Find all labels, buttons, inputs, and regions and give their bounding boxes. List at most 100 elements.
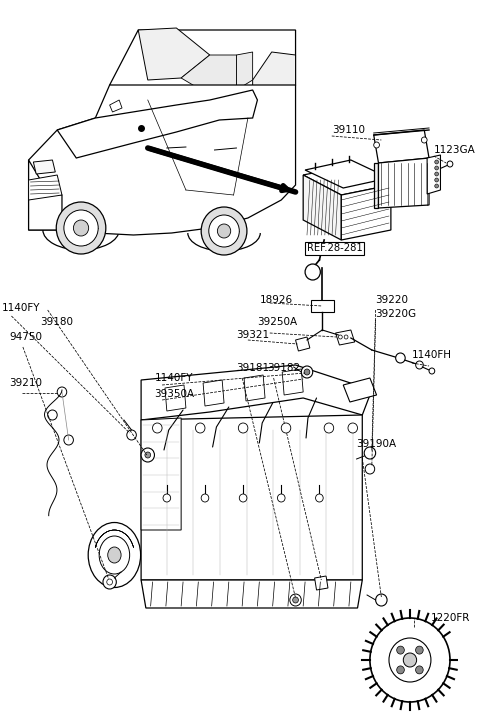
Circle shape bbox=[370, 618, 450, 702]
Circle shape bbox=[56, 202, 106, 254]
Circle shape bbox=[396, 646, 404, 654]
Ellipse shape bbox=[199, 392, 220, 404]
PathPatch shape bbox=[141, 365, 372, 420]
Circle shape bbox=[48, 410, 57, 420]
Circle shape bbox=[304, 369, 310, 375]
PathPatch shape bbox=[141, 418, 181, 530]
PathPatch shape bbox=[34, 160, 55, 174]
Circle shape bbox=[305, 264, 320, 280]
Circle shape bbox=[364, 447, 376, 459]
Circle shape bbox=[376, 594, 387, 606]
PathPatch shape bbox=[181, 55, 237, 95]
Circle shape bbox=[277, 494, 285, 502]
Circle shape bbox=[195, 423, 205, 433]
Circle shape bbox=[396, 353, 405, 363]
PathPatch shape bbox=[29, 85, 296, 235]
PathPatch shape bbox=[427, 155, 441, 194]
Text: 94750: 94750 bbox=[10, 332, 43, 342]
Ellipse shape bbox=[88, 523, 141, 587]
PathPatch shape bbox=[244, 375, 265, 401]
Text: 39321: 39321 bbox=[237, 330, 270, 340]
Text: 39210: 39210 bbox=[10, 378, 43, 388]
Circle shape bbox=[217, 224, 231, 238]
Circle shape bbox=[365, 464, 375, 474]
Text: 39350A: 39350A bbox=[155, 389, 194, 399]
Circle shape bbox=[435, 172, 439, 176]
Circle shape bbox=[301, 366, 312, 378]
PathPatch shape bbox=[138, 28, 210, 80]
Circle shape bbox=[201, 207, 247, 255]
Circle shape bbox=[141, 448, 155, 462]
PathPatch shape bbox=[374, 163, 379, 208]
Ellipse shape bbox=[161, 397, 182, 409]
PathPatch shape bbox=[296, 337, 310, 351]
Circle shape bbox=[290, 594, 301, 606]
Circle shape bbox=[389, 638, 431, 682]
Circle shape bbox=[315, 494, 323, 502]
Circle shape bbox=[416, 666, 423, 674]
Circle shape bbox=[239, 423, 248, 433]
Ellipse shape bbox=[242, 386, 263, 398]
Circle shape bbox=[416, 361, 423, 369]
Circle shape bbox=[163, 494, 171, 502]
Text: 1140FH: 1140FH bbox=[412, 350, 452, 360]
Circle shape bbox=[127, 430, 136, 440]
Circle shape bbox=[421, 137, 427, 143]
PathPatch shape bbox=[29, 160, 62, 230]
Text: 1220FR: 1220FR bbox=[431, 613, 470, 623]
Ellipse shape bbox=[108, 547, 121, 563]
Text: 39220G: 39220G bbox=[376, 309, 417, 319]
Circle shape bbox=[240, 494, 247, 502]
Circle shape bbox=[64, 210, 98, 246]
PathPatch shape bbox=[237, 52, 252, 90]
PathPatch shape bbox=[282, 369, 303, 395]
Ellipse shape bbox=[352, 385, 369, 395]
Circle shape bbox=[435, 184, 439, 188]
Circle shape bbox=[103, 575, 116, 589]
Text: 39181: 39181 bbox=[237, 363, 270, 373]
Ellipse shape bbox=[172, 450, 200, 465]
Circle shape bbox=[447, 161, 453, 167]
PathPatch shape bbox=[29, 175, 62, 200]
PathPatch shape bbox=[341, 185, 391, 240]
PathPatch shape bbox=[374, 130, 429, 163]
FancyBboxPatch shape bbox=[155, 475, 345, 485]
PathPatch shape bbox=[57, 90, 257, 158]
PathPatch shape bbox=[141, 415, 362, 580]
Text: 1140FY: 1140FY bbox=[2, 303, 40, 313]
Circle shape bbox=[435, 178, 439, 182]
Ellipse shape bbox=[280, 382, 301, 394]
Circle shape bbox=[435, 166, 439, 170]
PathPatch shape bbox=[109, 30, 296, 120]
Ellipse shape bbox=[222, 450, 251, 465]
Circle shape bbox=[344, 335, 348, 339]
Circle shape bbox=[73, 220, 89, 236]
Text: 39220: 39220 bbox=[376, 295, 408, 305]
Circle shape bbox=[324, 423, 334, 433]
PathPatch shape bbox=[343, 378, 377, 402]
PathPatch shape bbox=[305, 160, 389, 188]
Text: 1123GA: 1123GA bbox=[434, 145, 476, 155]
Text: 39110: 39110 bbox=[332, 125, 365, 135]
Circle shape bbox=[281, 423, 291, 433]
Circle shape bbox=[416, 646, 423, 654]
FancyBboxPatch shape bbox=[311, 300, 334, 312]
Circle shape bbox=[374, 142, 380, 148]
Circle shape bbox=[429, 368, 435, 374]
Circle shape bbox=[64, 435, 73, 445]
Text: 1140FY: 1140FY bbox=[155, 373, 193, 383]
Circle shape bbox=[145, 452, 151, 458]
Text: REF.28-281: REF.28-281 bbox=[307, 243, 362, 253]
PathPatch shape bbox=[379, 158, 429, 208]
Circle shape bbox=[403, 653, 417, 667]
Text: 18926: 18926 bbox=[259, 295, 292, 305]
Circle shape bbox=[396, 666, 404, 674]
Text: 39180: 39180 bbox=[40, 317, 73, 327]
PathPatch shape bbox=[336, 330, 355, 345]
Ellipse shape bbox=[272, 450, 300, 465]
Circle shape bbox=[338, 335, 342, 339]
Circle shape bbox=[57, 387, 67, 397]
Ellipse shape bbox=[321, 450, 350, 465]
Text: 39190A: 39190A bbox=[357, 439, 396, 449]
Circle shape bbox=[209, 215, 240, 247]
